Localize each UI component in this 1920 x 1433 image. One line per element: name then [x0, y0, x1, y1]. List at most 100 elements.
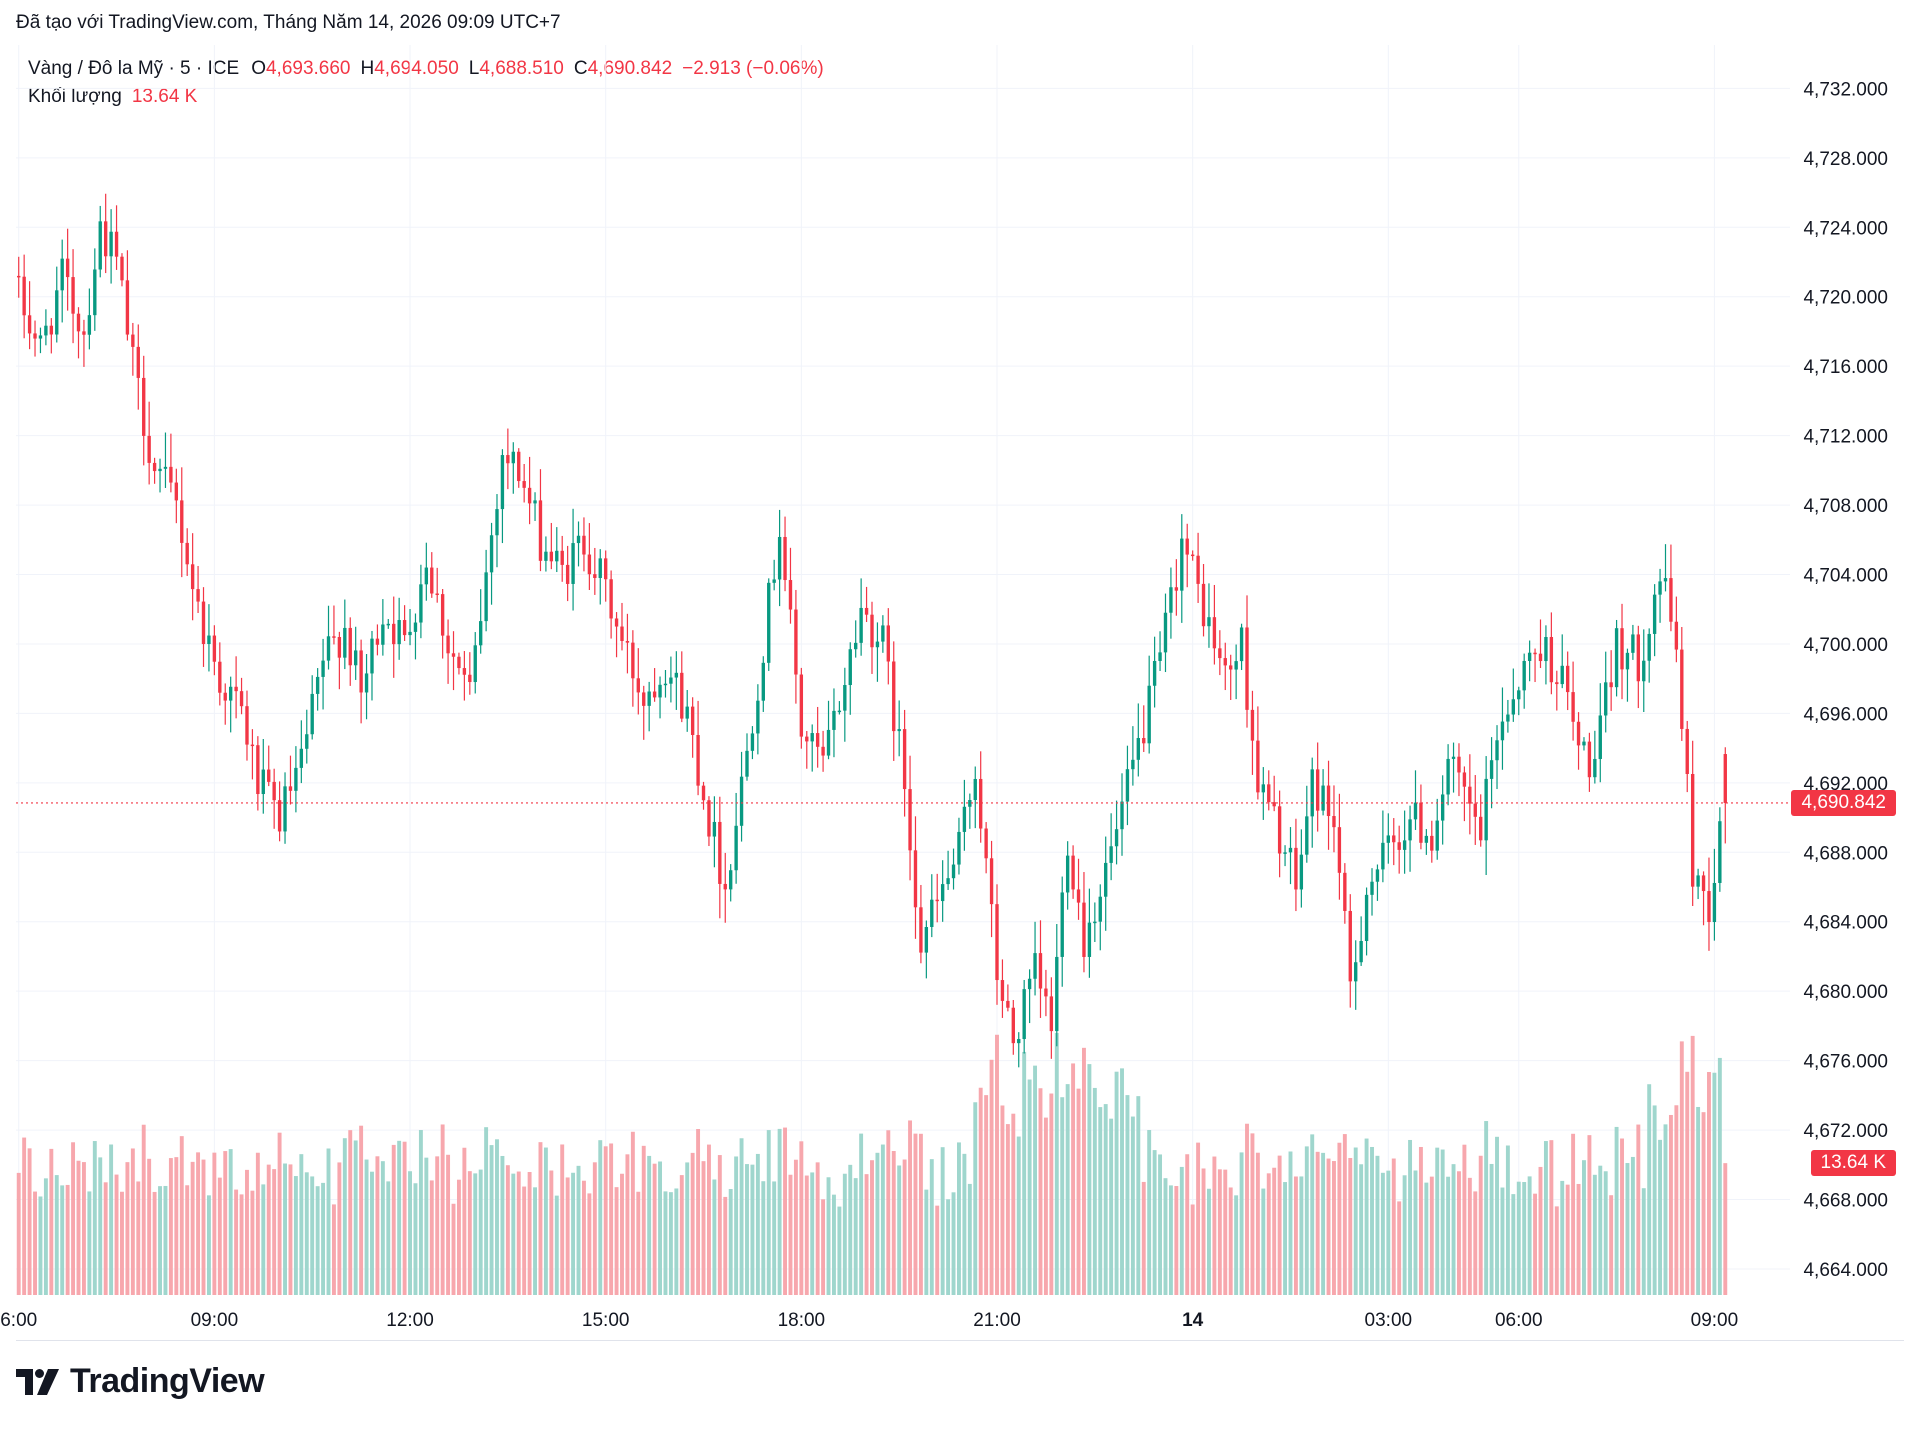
candle-body	[489, 535, 494, 573]
candle-body	[1647, 633, 1651, 661]
candle-body	[712, 821, 717, 837]
volume-bar	[630, 1131, 635, 1295]
volume-bar	[565, 1177, 570, 1295]
brand[interactable]: TradingView	[16, 1362, 265, 1401]
volume-bar	[1592, 1174, 1597, 1295]
candle-body	[272, 781, 276, 801]
volume-bar	[179, 1136, 184, 1295]
volume-bar	[739, 1138, 744, 1295]
volume-bar	[1087, 1064, 1092, 1295]
candle-body	[158, 468, 162, 472]
volume-bar	[674, 1188, 679, 1295]
volume-bar	[375, 1156, 380, 1295]
last-volume-badge: 13.64 K	[1810, 1150, 1896, 1177]
volume-bar	[174, 1157, 179, 1295]
candle-body	[973, 778, 977, 801]
time-tick-label: 14	[1182, 1310, 1204, 1331]
volume-bar	[1603, 1171, 1608, 1295]
candle-body	[245, 706, 249, 745]
volume-bar	[625, 1154, 630, 1295]
candle-body	[1180, 538, 1184, 591]
candle-body	[1277, 806, 1282, 854]
change-value: −2.913 (−0.06%)	[682, 58, 824, 79]
candle-body	[169, 466, 173, 483]
volume-bar	[706, 1144, 711, 1295]
volume-bar	[1462, 1144, 1467, 1295]
candle-body	[288, 786, 293, 791]
volume-bar	[22, 1137, 27, 1295]
candle-body	[783, 536, 787, 581]
volume-bar	[1489, 1163, 1494, 1295]
price-chart[interactable]: 4,732.000 4,728.000 4,724.000 4,720.000 4,71…	[0, 0, 1920, 1340]
candle-body	[1174, 587, 1179, 591]
volume-bar	[1310, 1134, 1315, 1295]
volume-bar	[750, 1164, 755, 1295]
volume-bar	[397, 1140, 402, 1295]
volume-bar	[1625, 1163, 1630, 1295]
candle-body	[957, 831, 961, 865]
volume-bar	[1386, 1170, 1391, 1295]
candle-body	[1044, 988, 1048, 997]
candle-body	[924, 927, 929, 953]
candle-body	[1370, 881, 1374, 895]
candle-body	[1430, 835, 1434, 851]
volume-bar	[576, 1165, 581, 1295]
candle-body	[1636, 634, 1641, 682]
volume-bar	[1527, 1176, 1532, 1295]
candle-body	[1565, 665, 1570, 693]
volume-bar	[136, 1181, 141, 1295]
low-value: 4,688.510	[479, 58, 564, 79]
candle-body	[1011, 1007, 1015, 1044]
candle-body	[174, 482, 179, 501]
symbol-label[interactable]: Vàng / Đô la Mỹ · 5 · ICE	[28, 58, 240, 79]
candle-body	[1364, 894, 1369, 941]
candle-body	[609, 579, 613, 619]
candle-body	[538, 500, 543, 561]
volume-bar	[620, 1173, 624, 1295]
volume-bar	[755, 1153, 760, 1295]
price-tick-label: 4,688.000	[1803, 843, 1888, 864]
price-tick-label: 4,732.000	[1803, 79, 1888, 100]
volume-label[interactable]: Khối lượng	[28, 86, 122, 107]
chart-area[interactable]: 4,732.000 4,728.000 4,724.000 4,720.000 4,71…	[0, 0, 1920, 1345]
volume-bar	[467, 1171, 472, 1295]
volume-bar	[1326, 1158, 1331, 1295]
volume-bar	[538, 1142, 543, 1295]
candle-body	[1185, 538, 1189, 555]
volume-bar	[1130, 1116, 1135, 1295]
candle-body	[1386, 835, 1391, 843]
volume-bar	[685, 1162, 690, 1295]
volume-bar	[38, 1196, 43, 1295]
candle-body	[1267, 784, 1271, 803]
volume-bar	[1641, 1188, 1646, 1295]
volume-bar	[826, 1177, 831, 1295]
volume-bar	[353, 1140, 358, 1295]
candle-body	[402, 620, 407, 636]
volume-bar	[1168, 1185, 1173, 1295]
volume-bar	[1560, 1180, 1565, 1295]
candle-body	[1582, 741, 1586, 746]
candle-body	[1392, 835, 1396, 843]
candle-body	[142, 377, 146, 436]
volume-bar	[728, 1189, 733, 1295]
volume-bar	[1054, 1032, 1059, 1295]
volume-bar	[1652, 1105, 1657, 1295]
volume-bar	[391, 1144, 396, 1295]
volume-bar	[1424, 1182, 1429, 1295]
volume-bar	[283, 1163, 287, 1295]
candle-body	[397, 620, 401, 645]
volume-bar	[1707, 1072, 1711, 1295]
candle-body	[1022, 989, 1026, 1040]
candle-body	[772, 579, 776, 583]
candle-body	[549, 551, 554, 562]
volume-bar	[592, 1162, 597, 1295]
volume-bar	[1076, 1088, 1081, 1295]
volume-bar	[1549, 1140, 1554, 1295]
candle-body	[76, 313, 81, 332]
open-label: O	[251, 58, 266, 79]
candle-body	[1424, 835, 1429, 843]
volume-bar	[299, 1154, 304, 1295]
volume-bar	[1277, 1155, 1282, 1295]
volume-bar	[1457, 1171, 1461, 1295]
volume-bar	[1533, 1193, 1538, 1295]
